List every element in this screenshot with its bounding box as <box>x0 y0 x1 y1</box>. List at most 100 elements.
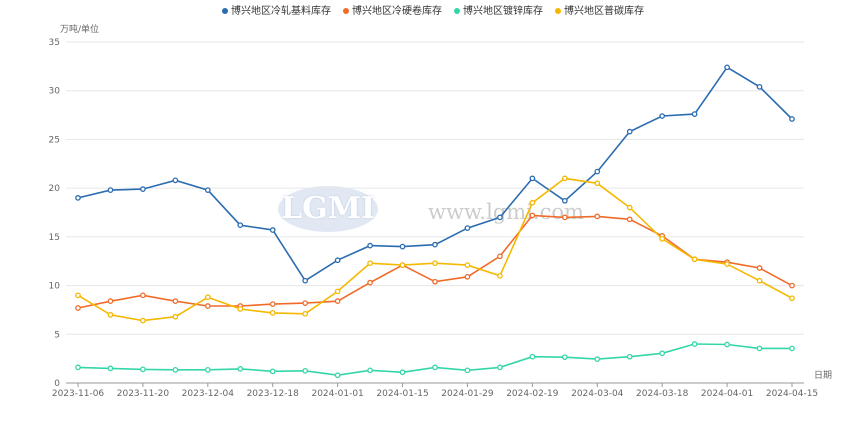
y-axis-label: 万吨/单位 <box>60 25 100 35</box>
data-point <box>724 261 730 267</box>
data-point <box>140 292 146 299</box>
legend-item[interactable]: 博兴地区冷轧基料库存 <box>222 2 331 17</box>
data-point <box>789 282 795 289</box>
data-point <box>497 214 503 221</box>
legend-marker-icon <box>555 8 561 14</box>
legend-item[interactable]: 博兴地区镀锌库存 <box>454 2 543 17</box>
x-tick-label: 2023-11-20 <box>117 389 170 399</box>
data-point <box>367 367 373 374</box>
data-point <box>789 295 795 302</box>
data-point <box>399 369 406 376</box>
data-point <box>659 235 666 242</box>
data-point <box>432 278 438 285</box>
data-point <box>432 241 438 248</box>
data-point <box>107 365 114 372</box>
data-point <box>561 175 568 182</box>
legend-label: 博兴地区冷硬卷库存 <box>352 6 442 17</box>
x-tick-label: 2023-11-06 <box>52 389 105 399</box>
data-point <box>561 197 568 204</box>
data-point <box>789 345 795 352</box>
data-point <box>269 310 276 316</box>
x-tick-label: 2024-02-19 <box>506 389 559 399</box>
data-point <box>334 288 341 295</box>
data-point <box>529 353 536 360</box>
legend-marker-icon <box>222 8 228 14</box>
data-point <box>204 303 211 309</box>
x-tick-label: 2024-03-18 <box>636 389 689 399</box>
data-point <box>302 310 309 317</box>
data-point <box>140 317 146 324</box>
legend-label: 博兴地区冷轧基料库存 <box>231 6 331 17</box>
data-point <box>464 225 471 231</box>
y-tick-label: 10 <box>49 282 61 292</box>
legend-label: 博兴地区普碳库存 <box>564 6 644 17</box>
data-point <box>626 353 633 360</box>
data-point <box>302 367 309 374</box>
data-point <box>464 262 471 268</box>
data-point <box>107 187 114 193</box>
data-point <box>302 300 309 306</box>
series-line <box>77 177 793 322</box>
data-point <box>626 204 633 211</box>
y-tick-label: 30 <box>49 87 61 97</box>
data-point <box>204 294 211 301</box>
data-point <box>529 175 536 182</box>
y-tick-label: 20 <box>49 184 61 194</box>
data-point <box>334 257 341 264</box>
data-point <box>172 177 179 184</box>
data-point <box>334 298 341 305</box>
data-point <box>756 83 763 90</box>
data-point <box>204 366 211 373</box>
x-tick-label: 2023-12-04 <box>182 389 235 399</box>
data-point <box>107 298 114 305</box>
chart-legend: 博兴地区冷轧基料库存 博兴地区冷硬卷库存 博兴地区镀锌库存 博兴地区普碳库存 <box>0 2 866 17</box>
data-point <box>75 195 81 201</box>
y-tick-label: 5 <box>54 330 60 340</box>
data-point <box>529 212 536 219</box>
legend-label: 博兴地区镀锌库存 <box>463 6 543 17</box>
watermark-url: www.lgmi.com <box>428 200 584 224</box>
data-point <box>399 262 406 268</box>
x-tick-label: 2024-04-15 <box>766 389 818 399</box>
data-point <box>367 242 373 249</box>
data-point <box>561 354 568 361</box>
data-point <box>140 366 146 373</box>
data-point <box>367 260 373 267</box>
data-point <box>399 243 406 250</box>
legend-item[interactable]: 博兴地区普碳库存 <box>555 2 644 17</box>
x-tick-label: 2023-12-18 <box>247 389 300 399</box>
lgmi-logo-watermark: LGMI <box>278 186 378 232</box>
data-point <box>626 128 633 135</box>
data-point <box>75 292 81 299</box>
data-point <box>756 265 763 271</box>
data-point <box>594 213 601 220</box>
y-tick-label: 35 <box>49 38 60 48</box>
data-point <box>432 364 438 371</box>
y-tick-label: 15 <box>49 233 60 243</box>
data-point <box>172 313 179 320</box>
x-tick-label: 2024-01-15 <box>376 389 428 399</box>
data-point <box>75 364 81 371</box>
y-tick-label: 0 <box>54 379 60 389</box>
data-point <box>432 260 438 267</box>
data-point <box>497 364 503 371</box>
data-point <box>237 222 244 229</box>
data-point <box>756 277 763 284</box>
x-tick-label: 2024-01-29 <box>441 389 494 399</box>
legend-item[interactable]: 博兴地区冷硬卷库存 <box>343 2 442 17</box>
data-point <box>691 256 698 263</box>
data-point <box>497 253 503 260</box>
data-point <box>172 298 179 305</box>
x-tick-label: 2024-04-01 <box>701 389 753 399</box>
data-point <box>464 367 471 374</box>
data-point <box>594 180 601 187</box>
data-point <box>724 341 730 348</box>
data-point <box>594 356 601 362</box>
data-point <box>659 350 666 357</box>
series-line <box>77 343 792 377</box>
data-point <box>107 311 114 318</box>
x-tick-label: 2024-03-04 <box>571 389 624 399</box>
data-point <box>269 301 276 307</box>
data-point <box>302 277 309 284</box>
